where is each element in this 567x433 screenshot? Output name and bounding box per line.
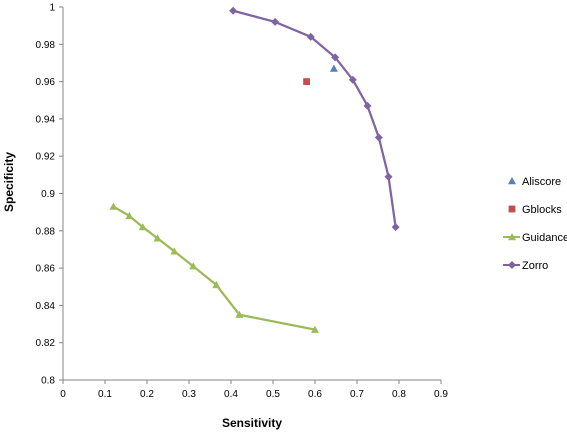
data-point xyxy=(311,325,319,333)
y-tick-label: 0.86 xyxy=(36,264,56,275)
x-tick-label: 0 xyxy=(60,389,66,400)
x-tick-label: 0.3 xyxy=(182,389,196,400)
y-tick-label: 0.96 xyxy=(36,77,56,88)
legend-marker xyxy=(508,261,516,269)
x-tick-label: 0.1 xyxy=(98,389,112,400)
y-tick-label: 0.9 xyxy=(41,189,55,200)
series-guidance xyxy=(109,202,319,333)
legend-marker xyxy=(508,205,516,213)
data-point xyxy=(138,223,147,231)
legend-item-guidance: Guidance xyxy=(503,232,567,244)
data-point xyxy=(212,280,221,289)
x-tick-label: 0.5 xyxy=(266,389,280,400)
data-point xyxy=(229,6,238,15)
legend-label: Guidance xyxy=(522,232,567,244)
y-axis-label: Specificity xyxy=(2,152,16,212)
legend-item-aliscore: Aliscore xyxy=(508,176,561,188)
y-tick-label: 0.88 xyxy=(36,226,56,237)
data-point xyxy=(109,202,118,210)
series-zorro-line xyxy=(232,9,397,228)
legend-marker xyxy=(508,233,516,241)
data-point xyxy=(363,101,372,110)
data-point xyxy=(391,223,400,232)
data-point xyxy=(189,262,198,270)
series-zorro xyxy=(229,6,400,232)
y-tick-label: 0.8 xyxy=(41,376,55,387)
y-tick-label: 0.98 xyxy=(36,40,56,51)
y-tick-label: 0.82 xyxy=(36,338,56,349)
data-point xyxy=(235,310,244,318)
data-point xyxy=(153,234,162,242)
legend-marker xyxy=(508,177,516,185)
x-tick-label: 0.2 xyxy=(140,389,154,400)
data-point xyxy=(348,75,357,84)
legend-label: Gblocks xyxy=(522,204,562,216)
x-tick-label: 0.6 xyxy=(308,389,322,400)
x-tick-label: 0.8 xyxy=(392,389,406,400)
series-aliscore xyxy=(329,64,338,72)
legend-item-zorro: Zorro xyxy=(503,260,548,272)
axes xyxy=(59,6,442,384)
data-point xyxy=(374,133,383,142)
y-tick-label: 0.94 xyxy=(36,114,56,125)
y-tick-label: 1 xyxy=(49,3,55,14)
data-point xyxy=(384,172,393,181)
series-gblocks xyxy=(303,78,310,85)
data-point xyxy=(306,32,315,41)
tick-labels: 0 0.1 0.2 0.3 0.4 0.5 0.6 0.7 0.8 0.9 0.8 0.82 0.84 0… xyxy=(36,3,449,401)
x-axis-label: Sensitivity xyxy=(222,416,282,430)
x-tick-label: 0.9 xyxy=(434,389,448,400)
legend: Aliscore Gblocks Guidance Zorro xyxy=(503,176,567,272)
legend-label: Aliscore xyxy=(522,176,561,188)
legend-label: Zorro xyxy=(522,260,548,272)
data-point xyxy=(125,211,134,220)
data-point xyxy=(271,17,280,26)
y-tick-label: 0.92 xyxy=(36,152,56,163)
series-layer xyxy=(109,6,400,333)
data-point xyxy=(329,64,338,72)
legend-item-gblocks: Gblocks xyxy=(508,204,562,216)
x-tick-label: 0.4 xyxy=(224,389,238,400)
data-point xyxy=(170,247,179,255)
data-point xyxy=(331,53,340,62)
y-tick-label: 0.84 xyxy=(36,301,56,312)
data-point xyxy=(303,78,310,85)
x-tick-label: 0.7 xyxy=(350,389,364,400)
